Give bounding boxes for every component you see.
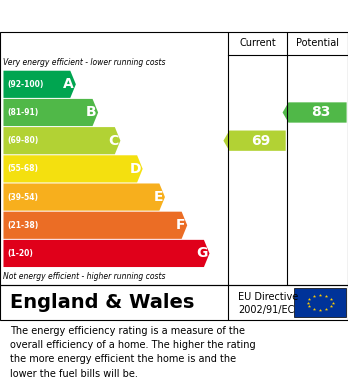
Text: Very energy efficient - lower running costs: Very energy efficient - lower running co… [3,59,166,68]
Text: 83: 83 [311,106,331,120]
Text: Current: Current [239,38,276,48]
Text: (92-100): (92-100) [7,80,44,89]
Polygon shape [3,155,143,183]
Text: Energy Efficiency Rating: Energy Efficiency Rating [9,9,219,23]
Polygon shape [3,71,76,98]
Text: 69: 69 [251,134,271,148]
Text: B: B [86,106,96,120]
Bar [294,288,346,317]
Text: (81-91): (81-91) [7,108,38,117]
Polygon shape [3,240,209,267]
Text: (39-54): (39-54) [7,192,38,202]
Text: Not energy efficient - higher running costs: Not energy efficient - higher running co… [3,272,166,281]
Text: F: F [176,218,185,232]
Polygon shape [283,102,347,123]
Polygon shape [3,183,165,211]
Text: Potential: Potential [296,38,339,48]
Text: (55-68): (55-68) [7,164,38,173]
Polygon shape [3,127,120,154]
Text: 2002/91/EC: 2002/91/EC [238,305,295,314]
Text: D: D [129,162,141,176]
Text: C: C [109,134,119,148]
Text: (21-38): (21-38) [7,221,38,230]
Polygon shape [223,131,286,151]
Text: England & Wales: England & Wales [10,293,195,312]
Polygon shape [3,212,187,239]
Text: The energy efficiency rating is a measure of the
overall efficiency of a home. T: The energy efficiency rating is a measur… [10,326,256,379]
Text: E: E [154,190,163,204]
Text: (69-80): (69-80) [7,136,38,145]
Text: G: G [196,246,208,260]
Text: EU Directive: EU Directive [238,292,299,302]
Text: A: A [63,77,74,91]
Text: (1-20): (1-20) [7,249,33,258]
Polygon shape [3,99,98,126]
